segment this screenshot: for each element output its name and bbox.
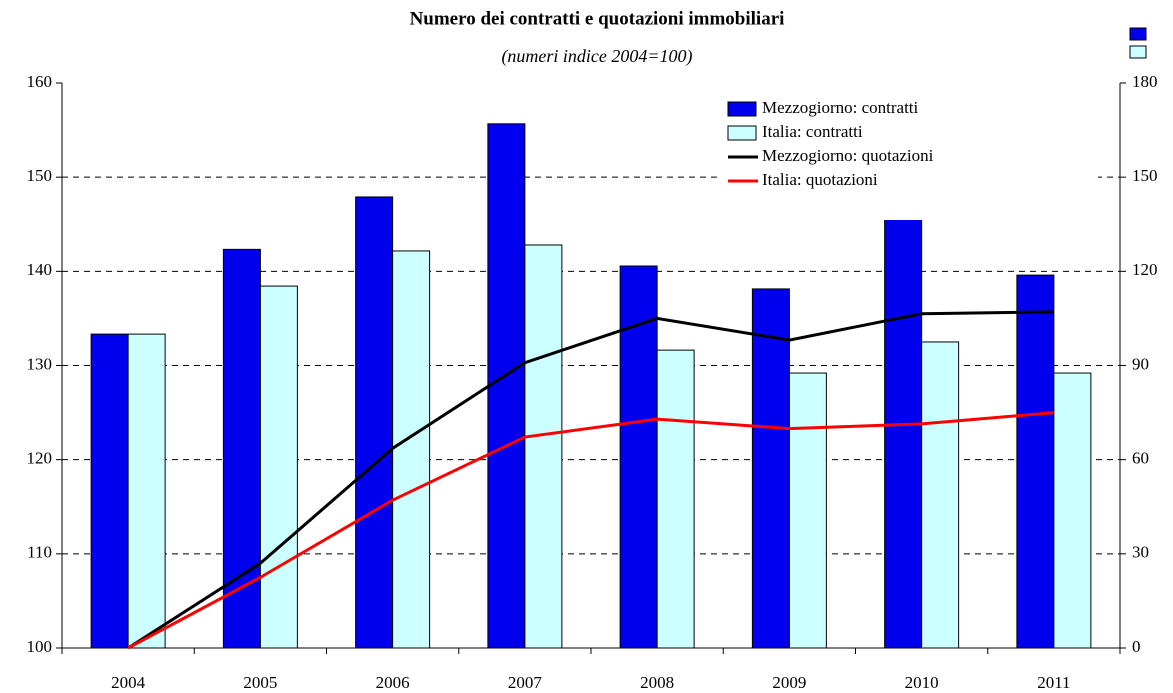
- decor-swatch: [1129, 45, 1147, 59]
- legend-label: Italia: quotazioni: [762, 170, 878, 189]
- y-tick-label: 150: [27, 166, 53, 185]
- y2-tick-label: 30: [1132, 543, 1149, 562]
- y2-tick-label: 150: [1132, 166, 1158, 185]
- decor-swatch: [1129, 27, 1147, 41]
- y-tick-label: 140: [27, 260, 53, 279]
- bar: [1016, 274, 1055, 649]
- y2-tick-label: 180: [1132, 72, 1158, 91]
- bar: [259, 285, 298, 649]
- y2-tick-label: 60: [1132, 449, 1149, 468]
- y-tick-label: 100: [27, 637, 53, 656]
- bar: [392, 250, 431, 649]
- x-tick-label: 2008: [640, 673, 674, 692]
- chart-title: Numero dei contratti e quotazioni immobi…: [410, 8, 785, 29]
- y-tick-label: 110: [27, 543, 52, 562]
- chart-subtitle: (numeri indice 2004=100): [501, 46, 692, 67]
- x-tick-label: 2010: [905, 673, 939, 692]
- x-tick-label: 2009: [772, 673, 806, 692]
- bar: [524, 244, 563, 649]
- x-tick-label: 2011: [1037, 673, 1070, 692]
- line: [127, 411, 1055, 650]
- x-tick-label: 2007: [508, 673, 543, 692]
- bar: [127, 333, 166, 649]
- x-tick-label: 2006: [376, 673, 410, 692]
- y-tick-label: 130: [27, 354, 53, 373]
- y-tick-label: 120: [27, 449, 53, 468]
- legend-swatch: [727, 125, 757, 141]
- legend-swatch: [727, 101, 757, 117]
- y-tick-label: 160: [27, 72, 53, 91]
- legend-label: Italia: contratti: [762, 122, 863, 141]
- bar: [788, 372, 827, 649]
- x-tick-label: 2005: [243, 673, 277, 692]
- y2-tick-label: 120: [1132, 260, 1158, 279]
- bar: [355, 196, 394, 649]
- bar: [921, 341, 960, 649]
- bar: [1053, 372, 1092, 649]
- y2-tick-label: 0: [1132, 637, 1141, 656]
- bar: [90, 333, 129, 649]
- bar: [656, 349, 695, 649]
- legend-label: Mezzogiorno: contratti: [762, 98, 919, 117]
- line: [127, 310, 1054, 650]
- y2-tick-label: 90: [1132, 354, 1149, 373]
- legend-box: [718, 96, 1098, 220]
- bar: [751, 288, 790, 649]
- legend-label: Mezzogiorno: quotazioni: [762, 146, 934, 165]
- x-tick-label: 2004: [111, 673, 146, 692]
- bar: [487, 123, 526, 649]
